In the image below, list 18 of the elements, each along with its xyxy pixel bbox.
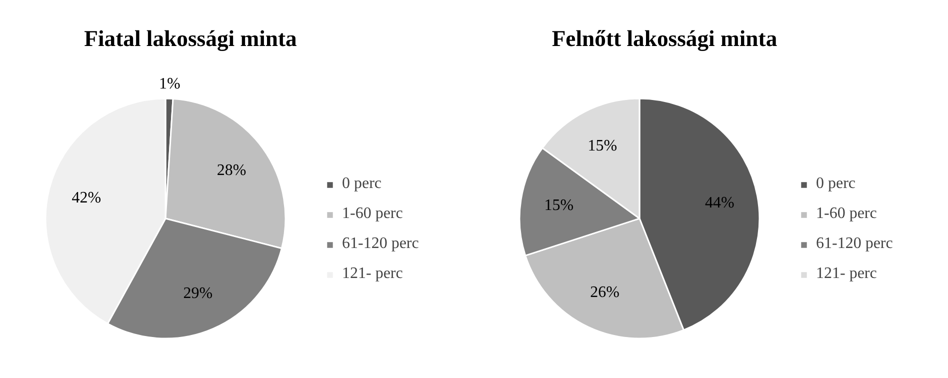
- legend-label: 61-120 perc: [816, 235, 893, 253]
- legend-label: 121- perc: [342, 265, 403, 283]
- legend-label: 121- perc: [816, 265, 877, 283]
- data-label: 44%: [704, 194, 734, 212]
- data-label: 28%: [216, 162, 246, 180]
- legend-label: 61-120 perc: [342, 235, 419, 253]
- data-label: 26%: [590, 284, 620, 301]
- legend-label: 0 perc: [816, 175, 856, 193]
- chart-title: Felnőtt lakossági minta: [552, 26, 778, 51]
- chart-title: Fiatal lakossági minta: [84, 26, 297, 51]
- legend-label: 1-60 perc: [816, 205, 877, 223]
- data-label: 15%: [544, 197, 574, 214]
- data-label: 42%: [72, 190, 102, 207]
- data-label: 29%: [183, 284, 213, 302]
- legend-label: 0 perc: [342, 175, 382, 193]
- data-label: 1%: [159, 76, 180, 93]
- data-label: 15%: [588, 137, 618, 154]
- legend-label: 1-60 perc: [342, 205, 403, 223]
